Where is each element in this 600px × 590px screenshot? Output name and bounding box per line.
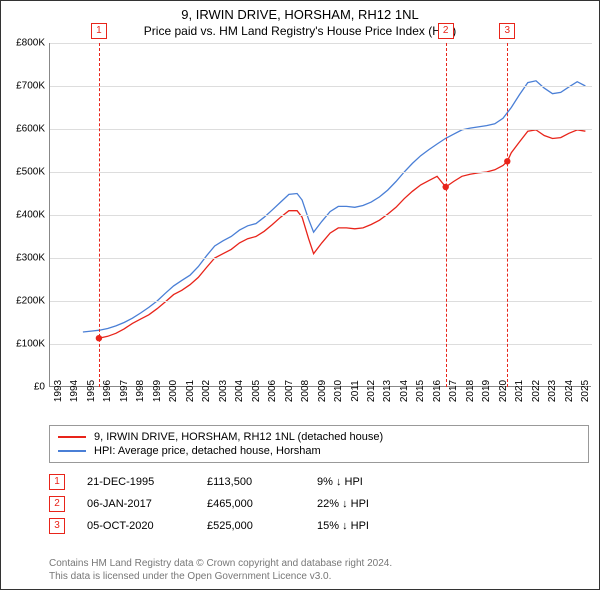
- gridline: [50, 86, 592, 87]
- x-tick-label: 2001: [185, 380, 196, 402]
- x-tick-label: 2024: [564, 380, 575, 402]
- event-marker-label: 1: [91, 23, 107, 39]
- transaction-date: 21-DEC-1995: [87, 476, 207, 488]
- x-tick-label: 1995: [86, 380, 97, 402]
- x-tick-label: 2004: [234, 380, 245, 402]
- legend-swatch: [58, 450, 86, 452]
- x-tick-label: 2000: [168, 380, 179, 402]
- legend-label: 9, IRWIN DRIVE, HORSHAM, RH12 1NL (detac…: [94, 431, 383, 443]
- y-tick-label: £0: [5, 382, 45, 393]
- footnote-line1: Contains HM Land Registry data © Crown c…: [49, 558, 392, 569]
- x-tick-label: 2005: [251, 380, 262, 402]
- y-tick-label: £500K: [5, 167, 45, 178]
- x-tick-label: 2014: [399, 380, 410, 402]
- transaction-price: £525,000: [207, 520, 317, 532]
- gridline: [50, 301, 592, 302]
- x-tick-label: 2013: [382, 380, 393, 402]
- transaction-date: 06-JAN-2017: [87, 498, 207, 510]
- legend-swatch: [58, 436, 86, 438]
- legend-label: HPI: Average price, detached house, Hors…: [94, 445, 321, 457]
- x-tick-label: 1998: [135, 380, 146, 402]
- y-tick-label: £600K: [5, 124, 45, 135]
- event-marker-label: 3: [499, 23, 515, 39]
- x-tick-label: 2006: [267, 380, 278, 402]
- x-tick-label: 2007: [284, 380, 295, 402]
- transaction-price: £465,000: [207, 498, 317, 510]
- x-tick-label: 2008: [300, 380, 311, 402]
- x-tick-label: 2019: [481, 380, 492, 402]
- x-tick-label: 2015: [415, 380, 426, 402]
- x-tick-label: 2011: [350, 380, 361, 402]
- event-marker-line: [446, 43, 447, 387]
- chart-container: 9, IRWIN DRIVE, HORSHAM, RH12 1NL Price …: [0, 0, 600, 590]
- series-line: [83, 81, 586, 332]
- x-tick-label: 2016: [432, 380, 443, 402]
- gridline: [50, 258, 592, 259]
- transaction-marker-box: 2: [49, 496, 65, 512]
- transaction-diff: 9% ↓ HPI: [317, 476, 437, 488]
- transaction-diff: 15% ↓ HPI: [317, 520, 437, 532]
- x-tick-label: 1993: [53, 380, 64, 402]
- x-tick-label: 2002: [201, 380, 212, 402]
- footnote: Contains HM Land Registry data © Crown c…: [49, 558, 392, 583]
- gridline: [50, 215, 592, 216]
- x-tick-label: 2018: [465, 380, 476, 402]
- x-tick-label: 2009: [317, 380, 328, 402]
- x-tick-label: 1994: [69, 380, 80, 402]
- y-tick-label: £400K: [5, 210, 45, 221]
- y-tick-label: £300K: [5, 253, 45, 264]
- y-tick-label: £200K: [5, 296, 45, 307]
- x-tick-label: 2025: [580, 380, 591, 402]
- x-tick-label: 2021: [514, 380, 525, 402]
- transaction-diff: 22% ↓ HPI: [317, 498, 437, 510]
- legend-item: 9, IRWIN DRIVE, HORSHAM, RH12 1NL (detac…: [58, 430, 580, 444]
- gridline: [50, 172, 592, 173]
- x-tick-label: 1997: [119, 380, 130, 402]
- plot-area: £0£100K£200K£300K£400K£500K£600K£700K£80…: [49, 43, 591, 387]
- x-tick-label: 2017: [448, 380, 459, 402]
- x-tick-label: 1999: [152, 380, 163, 402]
- series-line: [99, 130, 586, 338]
- x-tick-label: 2022: [531, 380, 542, 402]
- event-marker-label: 2: [438, 23, 454, 39]
- footnote-line2: This data is licensed under the Open Gov…: [49, 571, 331, 582]
- gridline: [50, 43, 592, 44]
- transaction-marker-box: 1: [49, 474, 65, 490]
- gridline: [50, 344, 592, 345]
- transaction-row: 3 05-OCT-2020£525,00015% ↓ HPI: [49, 515, 589, 537]
- transaction-marker-box: 3: [49, 518, 65, 534]
- y-tick-label: £700K: [5, 81, 45, 92]
- gridline: [50, 129, 592, 130]
- x-tick-label: 2010: [333, 380, 344, 402]
- transaction-row: 1 21-DEC-1995£113,5009% ↓ HPI: [49, 471, 589, 493]
- legend-item: HPI: Average price, detached house, Hors…: [58, 444, 580, 458]
- x-tick-label: 2003: [218, 380, 229, 402]
- x-tick-label: 1996: [102, 380, 113, 402]
- x-tick-label: 2012: [366, 380, 377, 402]
- y-tick-label: £100K: [5, 339, 45, 350]
- chart-title: 9, IRWIN DRIVE, HORSHAM, RH12 1NL: [1, 7, 599, 22]
- x-tick-label: 2023: [547, 380, 558, 402]
- event-marker-line: [99, 43, 100, 387]
- transaction-date: 05-OCT-2020: [87, 520, 207, 532]
- y-tick-label: £800K: [5, 38, 45, 49]
- transaction-table: 1 21-DEC-1995£113,5009% ↓ HPI 2 06-JAN-2017…: [49, 471, 589, 537]
- legend: 9, IRWIN DRIVE, HORSHAM, RH12 1NL (detac…: [49, 425, 589, 463]
- transaction-row: 2 06-JAN-2017£465,00022% ↓ HPI: [49, 493, 589, 515]
- event-marker-line: [507, 43, 508, 387]
- transaction-price: £113,500: [207, 476, 317, 488]
